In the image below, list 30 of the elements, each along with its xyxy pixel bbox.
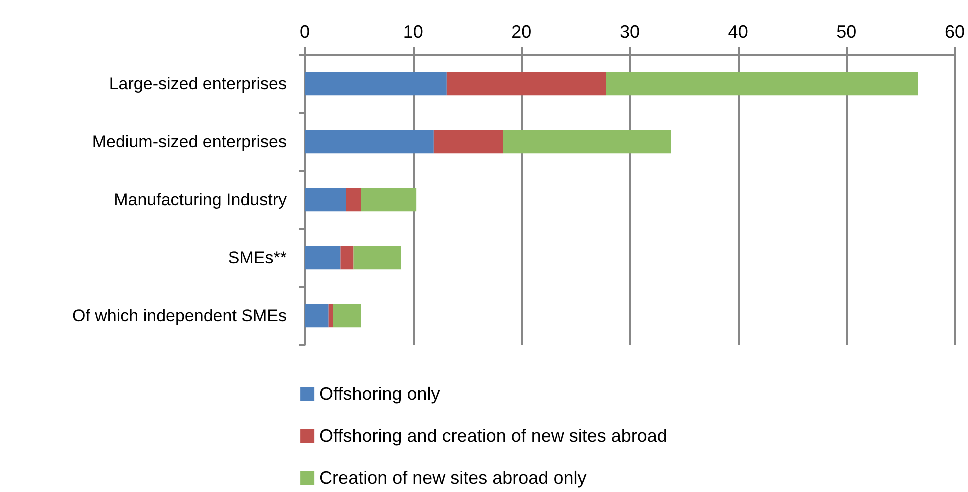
y-tick-label: Large-sized enterprises [109, 74, 287, 94]
y-tick-label: Manufacturing Industry [114, 190, 288, 210]
bar [305, 72, 447, 96]
bar [305, 188, 346, 212]
legend-label: Offshoring only [320, 384, 440, 404]
x-tick-label: 0 [300, 22, 310, 42]
y-tick-label: SMEs** [228, 248, 288, 268]
bar [333, 304, 362, 328]
legend-label: Offshoring and creation of new sites abroad [320, 426, 668, 446]
x-tick-label: 10 [403, 22, 424, 42]
x-tick-label: 60 [944, 22, 966, 42]
bar [606, 72, 918, 96]
bar [305, 304, 329, 328]
x-tick-label: 50 [836, 22, 857, 42]
bar [354, 246, 402, 270]
y-tick-label: Of which independent SMEs [72, 306, 287, 326]
x-tick-label: 30 [620, 22, 640, 42]
bar [361, 188, 417, 212]
bar [446, 72, 606, 96]
bar [328, 304, 334, 328]
bar [340, 246, 354, 270]
bar [503, 130, 672, 154]
bar [346, 188, 362, 212]
x-tick-label: 20 [512, 22, 532, 42]
x-tick-label: 40 [728, 22, 748, 42]
legend-label: Creation of new sites abroad only [320, 468, 587, 488]
y-tick-label: Medium-sized enterprises [92, 132, 287, 152]
bar [434, 130, 504, 154]
bar [305, 246, 341, 270]
bar [305, 130, 434, 154]
